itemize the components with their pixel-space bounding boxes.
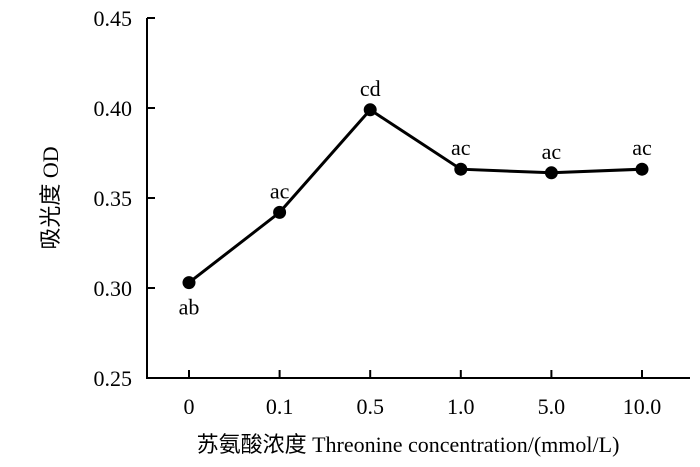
labels-group: ab ac cd ac ac ac <box>179 76 652 320</box>
y-axis-label: 吸光度 OD <box>38 146 63 249</box>
data-point <box>363 103 377 117</box>
series-group <box>182 103 649 290</box>
data-point <box>454 162 468 176</box>
y-tick-label: 0.35 <box>94 186 133 211</box>
y-tick-label: 0.25 <box>94 366 133 391</box>
x-axis-label: 苏氨酸浓度 Threonine concentration/(mmol/L) <box>197 432 620 457</box>
x-ticks: 0 0.1 0.5 1.0 5.0 10.0 <box>184 370 662 419</box>
y-tick-label: 0.45 <box>94 6 133 31</box>
x-tick-label: 5.0 <box>538 394 566 419</box>
axes <box>146 18 690 379</box>
series-line <box>188 107 643 284</box>
data-label: ab <box>179 295 200 320</box>
data-label: cd <box>360 76 381 101</box>
y-tick-label: 0.40 <box>94 96 133 121</box>
data-point <box>182 276 196 290</box>
data-label: ac <box>632 135 652 160</box>
x-tick-label: 0.1 <box>266 394 294 419</box>
data-point <box>635 162 649 176</box>
data-point <box>273 205 287 219</box>
data-label: ac <box>451 135 471 160</box>
data-label: ac <box>270 178 290 203</box>
x-tick-label: 0.5 <box>356 394 384 419</box>
data-point <box>544 166 558 180</box>
x-tick-label: 10.0 <box>623 394 662 419</box>
x-tick-label: 0 <box>184 394 195 419</box>
y-ticks: 0.25 0.30 0.35 0.40 0.45 <box>94 6 155 391</box>
data-label: ac <box>542 139 562 164</box>
y-tick-label: 0.30 <box>94 276 133 301</box>
x-tick-label: 1.0 <box>447 394 475 419</box>
